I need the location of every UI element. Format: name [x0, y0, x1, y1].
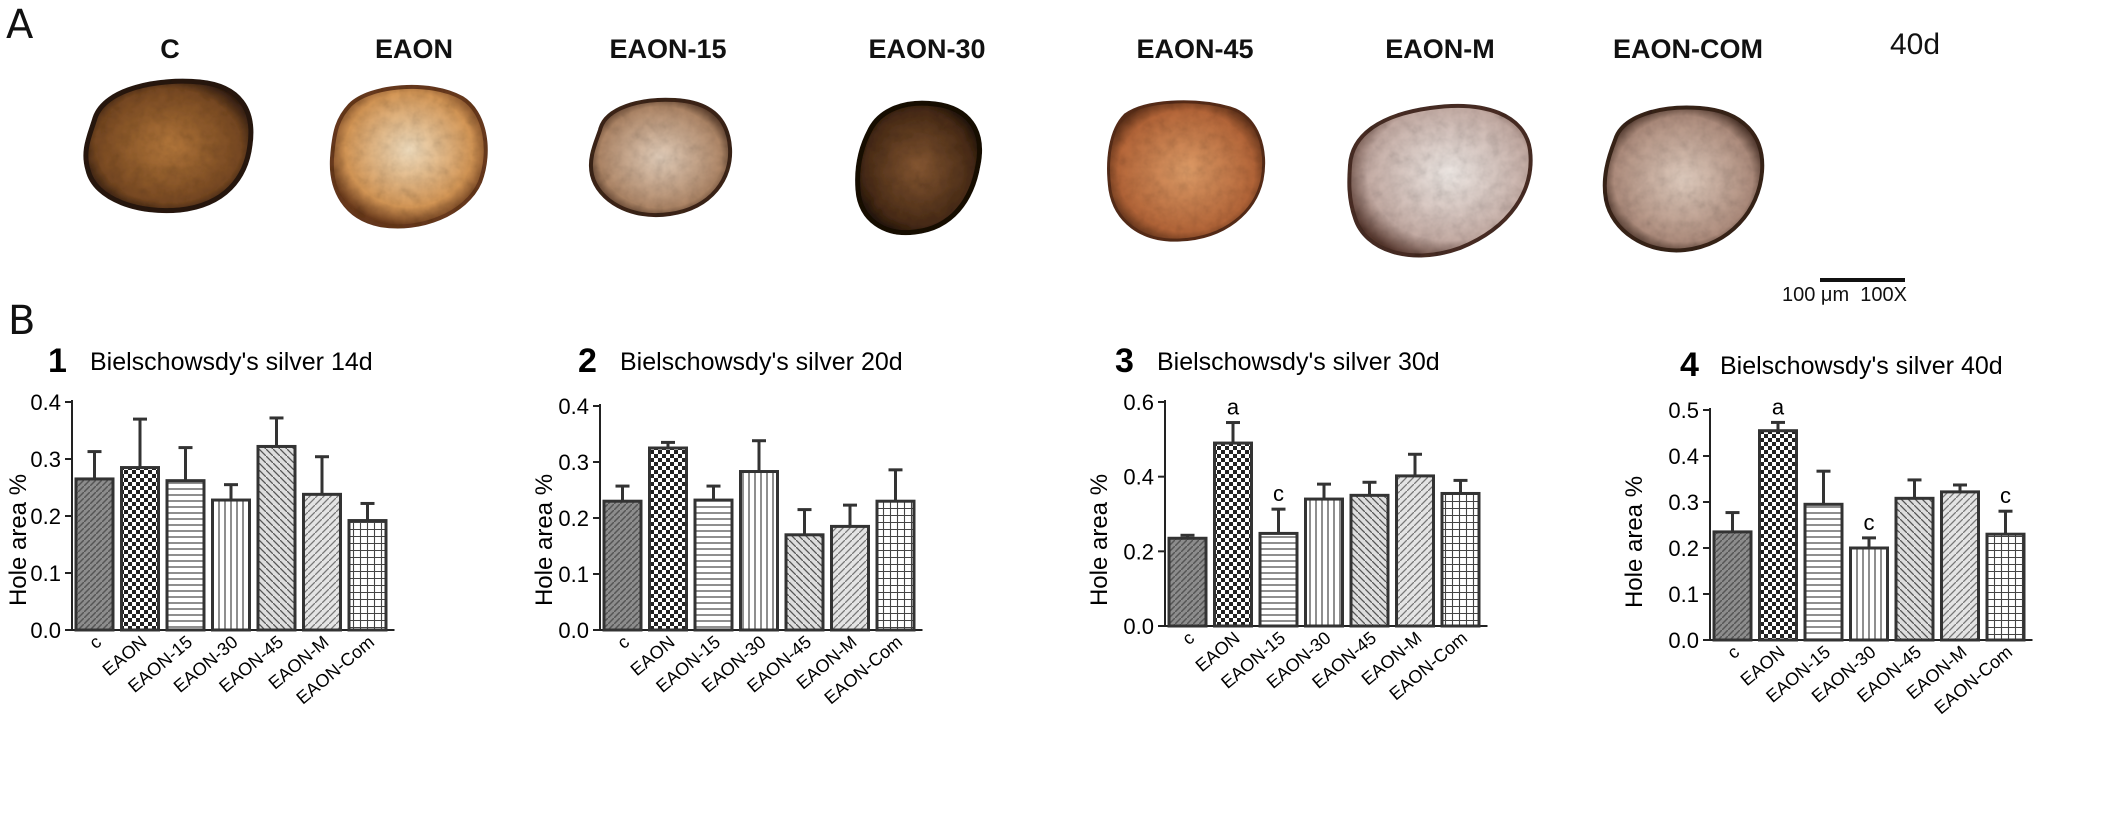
bar-eaon-30: [1849, 546, 1889, 642]
bar-eaon-m: [1395, 474, 1435, 628]
micrograph-eaon-m: [1347, 103, 1533, 258]
bar-c: [1167, 536, 1208, 628]
micrograph-images: [83, 78, 1765, 258]
significance-label: a: [1227, 395, 1240, 420]
group-label-eaon-45: EAON-45: [1136, 34, 1254, 64]
group-label-c: C: [160, 34, 180, 64]
y-tick-label: 0.4: [30, 390, 61, 415]
chart-number: 4: [1680, 346, 1699, 384]
y-tick-label: 0.4: [558, 394, 589, 419]
bar-eaon-m: [1940, 490, 1980, 642]
chart-number: 3: [1115, 342, 1134, 380]
y-tick-label: 0.3: [558, 450, 589, 475]
y-tick-label: 0.6: [1123, 390, 1154, 415]
y-tick-label: 0.3: [30, 447, 61, 472]
bar-eaon-15: [1258, 531, 1299, 628]
significance-label: c: [1273, 481, 1284, 506]
bar-eaon-15: [165, 479, 206, 632]
bar-eaon-m: [830, 524, 870, 632]
chart-number: 2: [578, 342, 597, 380]
bar-eaon-com: [347, 519, 388, 632]
scale-text: 100 μm 100X: [1782, 284, 1907, 306]
y-tick-label: 0.0: [1123, 614, 1154, 639]
micrograph-eaon-45: [1107, 100, 1266, 242]
bar-eaon-com: [875, 499, 916, 632]
y-axis-label: Hole area %: [1621, 476, 1648, 608]
micrograph-c: [83, 78, 254, 214]
bar-eaon-com: [1985, 532, 2026, 642]
bar-eaon-com: [1440, 491, 1481, 628]
y-tick-label: 0.2: [558, 506, 589, 531]
bar-eaon-30: [211, 498, 251, 632]
bar-eaon: [1758, 429, 1798, 642]
panel-a-label: A: [6, 2, 34, 48]
bar-eaon: [120, 466, 160, 632]
micrograph-eaon-com: [1602, 105, 1765, 253]
group-label-eaon-15: EAON-15: [609, 34, 727, 64]
chart-4: 4 Bielschowsdy's silver 40d Hole area % …: [1621, 346, 2033, 718]
y-tick-label: 0.1: [30, 561, 61, 586]
chart-title: Bielschowsdy's silver 40d: [1720, 352, 2003, 380]
bar-eaon-m: [302, 492, 342, 632]
chart-2: 2 Bielschowsdy's silver 20d Hole area % …: [531, 342, 923, 708]
bar-c: [1712, 530, 1753, 642]
chart-title: Bielschowsdy's silver 20d: [620, 348, 903, 376]
chart-3: 3 Bielschowsdy's silver 30d Hole area % …: [1086, 342, 1488, 704]
x-tick-label: c: [613, 632, 633, 653]
bar-c: [74, 477, 115, 632]
micrograph-eaon-15: [589, 97, 733, 218]
y-tick-label: 0.1: [1668, 582, 1699, 607]
group-label-eaon-30: EAON-30: [868, 34, 986, 64]
bar-eaon-45: [1349, 493, 1390, 628]
chart-title: Bielschowsdy's silver 30d: [1157, 348, 1440, 376]
panel-b-label: B: [8, 298, 36, 344]
bar-eaon-15: [693, 498, 734, 632]
bar-eaon-45: [1894, 496, 1935, 642]
significance-label: a: [1772, 394, 1785, 419]
day-label: 40d: [1890, 28, 1941, 61]
micrograph-eaon: [329, 84, 488, 229]
y-tick-label: 0.3: [1668, 490, 1699, 515]
bar-eaon: [1213, 441, 1253, 628]
y-tick-label: 0.0: [558, 618, 589, 643]
y-tick-label: 0.2: [1668, 536, 1699, 561]
x-tick-label: c: [85, 632, 105, 653]
scale-bar: [1820, 278, 1905, 282]
bar-c: [602, 499, 643, 632]
chart-number: 1: [48, 342, 67, 380]
y-tick-label: 0.0: [30, 618, 61, 643]
y-tick-label: 0.1: [558, 562, 589, 587]
micrograph-eaon-30: [855, 100, 982, 236]
y-tick-label: 0.4: [1123, 465, 1154, 490]
bar-eaon-30: [1304, 497, 1344, 628]
significance-label: c: [1864, 510, 1875, 535]
y-tick-label: 0.4: [1668, 444, 1699, 469]
y-tick-label: 0.0: [1668, 628, 1699, 653]
y-axis-label: Hole area %: [5, 474, 32, 606]
chart-1: 1 Bielschowsdy's silver 14d Hole area % …: [5, 342, 395, 708]
chart-title: Bielschowsdy's silver 14d: [90, 348, 373, 376]
y-tick-label: 0.2: [1123, 539, 1154, 564]
group-label-eaon-com: EAON-COM: [1613, 34, 1763, 64]
bar-eaon-30: [739, 470, 779, 632]
bar-eaon: [648, 446, 688, 632]
bar-eaon-45: [784, 533, 825, 632]
bar-eaon-45: [256, 444, 297, 632]
y-axis-label: Hole area %: [531, 474, 558, 606]
y-axis-label: Hole area %: [1086, 474, 1113, 606]
x-tick-label: c: [1723, 642, 1743, 663]
y-tick-label: 0.2: [30, 504, 61, 529]
group-label-eaon: EAON: [374, 34, 454, 64]
significance-label: c: [2000, 483, 2011, 508]
x-tick-label: c: [1178, 628, 1198, 649]
bar-eaon-15: [1803, 502, 1844, 642]
y-tick-label: 0.5: [1668, 398, 1699, 423]
group-label-eaon-m: EAON-M: [1385, 34, 1495, 64]
